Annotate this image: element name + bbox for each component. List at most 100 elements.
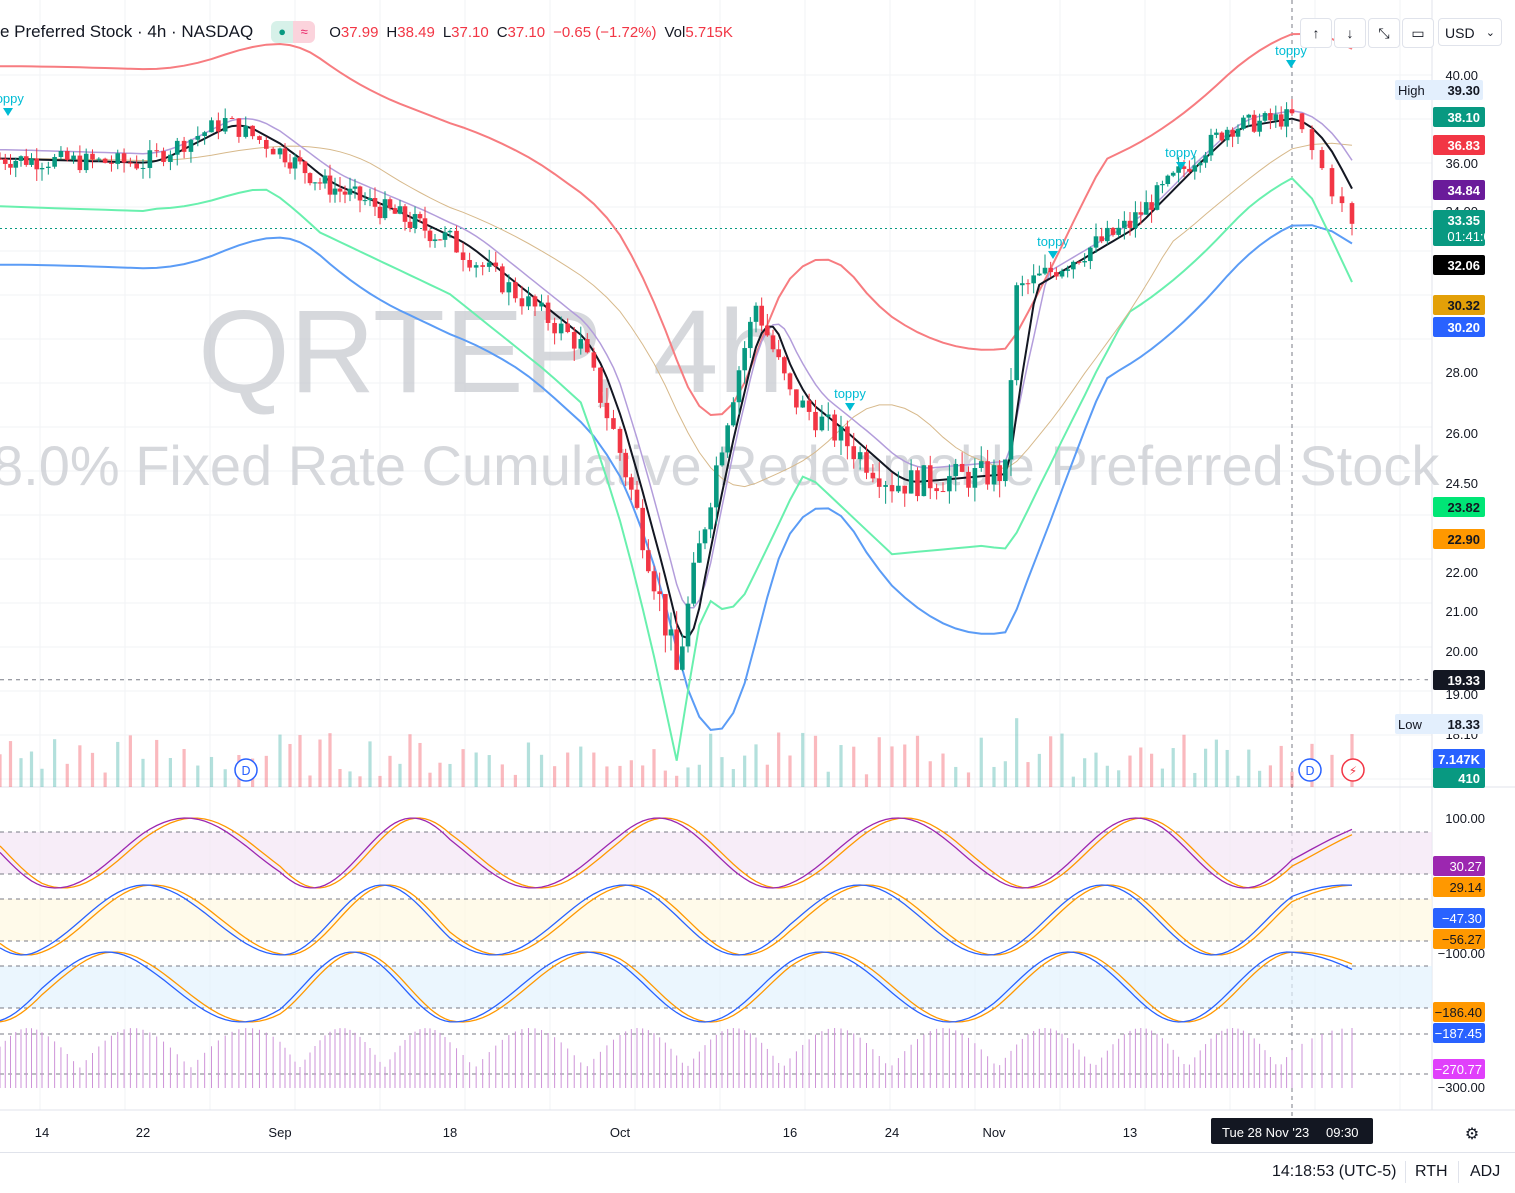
volume-bar: [629, 760, 633, 787]
candle-body: [714, 465, 719, 508]
candle-body: [870, 472, 876, 479]
pane-controls: ↑ ↓ ⤡ ▭: [1300, 18, 1434, 48]
price-tick-label: 40.00: [1445, 68, 1478, 83]
candle-body: [500, 266, 505, 293]
price-badge: [1433, 670, 1485, 690]
oscillator-badge-value: −187.45: [1435, 1026, 1482, 1041]
currency-value: USD: [1445, 25, 1475, 41]
toppy-label: toppy: [1165, 145, 1197, 160]
candle-body: [1349, 203, 1355, 224]
volume-bar: [348, 771, 352, 787]
event-marker-label: ⚡: [1349, 764, 1357, 778]
event-marker: [1298, 758, 1322, 782]
oscillator-panes: [0, 817, 1432, 1088]
candle-body: [1257, 120, 1262, 132]
candle-body: [1284, 109, 1289, 127]
candle-body: [1176, 166, 1181, 173]
candle-body: [342, 191, 348, 195]
price-badge: [1433, 749, 1485, 769]
volume-bar: [1060, 733, 1064, 787]
oscillator-badge: [1433, 1059, 1485, 1079]
candle-body: [1037, 273, 1042, 276]
volume-bars: [0, 718, 1354, 787]
wave-icon[interactable]: ≈: [293, 21, 316, 43]
candle-body: [18, 156, 24, 161]
candle-body: [1003, 459, 1008, 482]
candle-body: [691, 562, 696, 604]
candle-body: [902, 485, 908, 494]
candle-body: [90, 153, 95, 160]
volume-bar: [288, 743, 292, 787]
eye-dot-icon[interactable]: ●: [271, 21, 294, 43]
volume-bar: [754, 744, 758, 787]
oscillator-main-line: [0, 884, 1353, 956]
candle-body: [697, 543, 702, 563]
volume-bar: [308, 775, 312, 787]
move-down-icon[interactable]: ↓: [1334, 18, 1366, 48]
candle-body: [71, 155, 76, 160]
candle-body: [927, 465, 933, 489]
candle-body: [876, 478, 882, 487]
toppy-annotations: toppy toppy toppy toppy toppy: [0, 43, 1307, 411]
candle-body: [39, 167, 45, 170]
volume-bar: [979, 737, 983, 787]
symbol-title[interactable]: e Preferred Stock · 4h · NASDAQ: [0, 22, 254, 41]
session-toggle[interactable]: RTH: [1415, 1163, 1448, 1180]
event-marker: [1341, 758, 1365, 782]
volume-bar: [8, 741, 13, 787]
volume-bar: [1083, 758, 1087, 787]
collapse-icon[interactable]: ⤡: [1368, 18, 1400, 48]
price-badge-value: 19.33: [1447, 673, 1480, 688]
candle-body: [685, 603, 691, 647]
volume-bar: [19, 758, 23, 787]
currency-select[interactable]: USD ⌄: [1438, 18, 1502, 46]
volume-bar: [182, 748, 186, 787]
candle-body: [591, 352, 597, 368]
candle-body: [1219, 132, 1225, 141]
candle-body: [1071, 261, 1076, 270]
candle-body: [454, 230, 459, 253]
time-tick-label: 24: [885, 1125, 899, 1140]
candle-body: [552, 322, 557, 334]
oscillator-band: [0, 899, 1432, 941]
volume-bar: [128, 735, 132, 787]
candle-body: [1197, 162, 1203, 166]
volume-bar: [168, 758, 172, 787]
candle-body: [959, 463, 965, 472]
time-tick-label: Sep: [268, 1125, 291, 1140]
candle-body: [1208, 134, 1214, 156]
oscillator-badge-value: −56.27: [1442, 932, 1482, 947]
oscillator-badge: [1433, 877, 1485, 897]
time-tick-label: 13: [1123, 1125, 1137, 1140]
volume-bar: [618, 765, 622, 787]
crosshair-date: Tue 28 Nov '23: [1222, 1125, 1309, 1140]
maximize-icon[interactable]: ▭: [1402, 18, 1434, 48]
adjust-toggle[interactable]: ADJ: [1470, 1163, 1501, 1180]
divider: [1405, 1161, 1406, 1183]
visibility-toggle[interactable]: ● ≈: [271, 21, 316, 43]
candle-body: [312, 182, 318, 184]
candle-body: [467, 259, 472, 268]
volume-bar: [408, 734, 412, 787]
candle-body: [1165, 175, 1171, 185]
volume-bar: [209, 756, 214, 787]
candle-body: [287, 162, 293, 169]
clock[interactable]: 14:18:53 (UTC-5): [1272, 1163, 1397, 1180]
price-tick-label: 21.00: [1445, 604, 1478, 619]
candle-body: [519, 298, 525, 307]
candle-body: [209, 120, 214, 133]
oscillator-badge: [1433, 1002, 1485, 1022]
candle-body: [1268, 113, 1273, 121]
volume-bar: [513, 774, 517, 787]
low-value: 37.10: [451, 23, 489, 41]
candle-body: [422, 218, 428, 231]
move-up-icon[interactable]: ↑: [1300, 18, 1332, 48]
volume-bar: [1279, 745, 1283, 787]
candle-body: [719, 452, 725, 466]
candle-body: [367, 198, 373, 201]
candle-body: [188, 139, 194, 152]
volume-bar: [29, 751, 34, 787]
volume-bar: [1214, 739, 1218, 787]
volume-bar: [103, 772, 107, 787]
